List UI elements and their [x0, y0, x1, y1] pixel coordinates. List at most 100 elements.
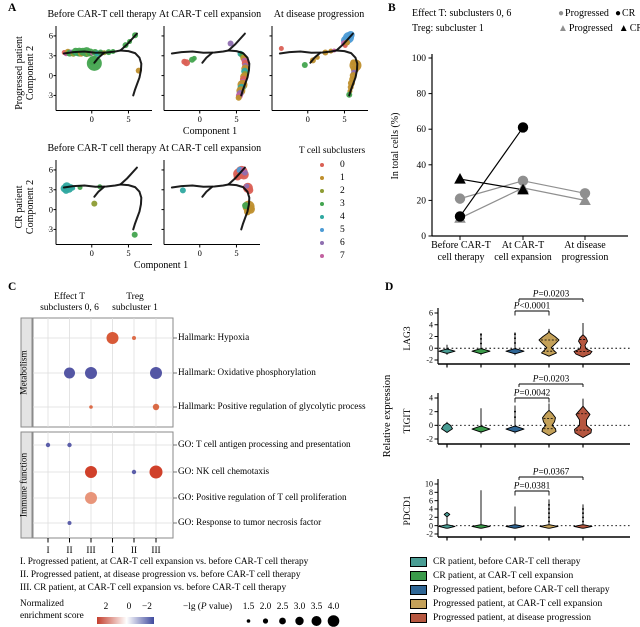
progressed-circle-marker-icon: ● — [558, 8, 565, 19]
legend-item-cluster-4: 4 — [320, 212, 345, 222]
legend-item-cluster-0: 0 — [320, 160, 345, 170]
svg-text:III: III — [151, 546, 160, 556]
prog-progression-swatch-icon — [410, 613, 427, 623]
gene-label: TIGIT — [403, 408, 413, 433]
svg-text:-2: -2 — [426, 530, 433, 539]
svg-text:2: 2 — [429, 513, 433, 522]
panel-c-label: C — [8, 281, 17, 293]
treg-subcluster-label: Treg: subcluster 1 — [412, 23, 484, 34]
cluster-3-dot-icon — [320, 202, 324, 206]
panel-a-xlabel-row2: Component 1 — [133, 260, 189, 271]
svg-text:100: 100 — [412, 54, 427, 64]
footnote-3: III. CR patient, at CAR-T cell expansion… — [20, 583, 287, 593]
panel-a-ylabel-row1: Progressed patient Component 2 — [14, 21, 38, 125]
nes-legend-label: Normalized enrichment score — [20, 599, 84, 621]
p-value-label: P=0.0203 — [532, 375, 570, 385]
trajectory-points — [278, 30, 362, 98]
svg-text:0: 0 — [421, 232, 426, 242]
cluster-4-dot-icon — [320, 215, 324, 219]
svg-text:Immune function: Immune function — [19, 453, 30, 518]
svg-text:0: 0 — [49, 204, 53, 214]
svg-text:0: 0 — [429, 521, 433, 530]
panel-a-title-3: At disease progression — [273, 9, 365, 20]
svg-text:8: 8 — [429, 488, 433, 497]
svg-text:III: III — [86, 546, 95, 556]
violins — [438, 490, 593, 529]
svg-text:-3: -3 — [48, 224, 53, 234]
cluster-2-dot-icon — [320, 189, 324, 193]
cluster-1-dot-icon — [320, 176, 324, 180]
prog-expansion-swatch-icon — [410, 599, 427, 609]
series-lines — [459, 127, 586, 219]
svg-text:4: 4 — [429, 394, 433, 403]
progressed-triangle-marker-icon: ▲ — [558, 23, 568, 34]
trajectory-tree — [170, 166, 251, 231]
svg-text:3: 3 — [49, 51, 53, 61]
panel-a-title-1: Before CAR-T cell therapy — [47, 9, 157, 20]
violin-legend-prog-progression: Progressed patient, at disease progressi… — [410, 613, 591, 623]
panel-a-label: A — [8, 2, 17, 14]
svg-text:II: II — [66, 546, 72, 556]
panel-b-cat-1: Before CAR-T cell therapy — [431, 240, 491, 263]
p-value-label: P=0.0042 — [513, 389, 551, 399]
trajectory-tree — [62, 32, 143, 97]
trajectory-tree — [62, 166, 143, 231]
pvalue-size-ticks: 1.5 2.0 2.5 3.0 3.5 4.0 — [242, 602, 340, 612]
svg-text:5: 5 — [342, 114, 346, 124]
cr-expansion-swatch-icon — [410, 571, 427, 581]
svg-text:5: 5 — [126, 248, 130, 258]
subcluster-legend-title: T cell subclusters — [298, 146, 366, 156]
row1-patient-label: Progressed patient — [14, 36, 25, 110]
panel-b-label: B — [388, 2, 396, 14]
panel-a-ylabel-row2: CR patient Component 2 — [14, 155, 38, 259]
gene-label: PDCD1 — [403, 495, 413, 525]
trajectory-points — [179, 165, 255, 216]
pvalue-size-dots-svg — [246, 615, 340, 627]
prog-before-swatch-icon — [410, 585, 427, 595]
panel-a-title-4: Before CAR-T cell therapy — [47, 143, 157, 154]
svg-text:3: 3 — [49, 185, 53, 195]
svg-text:I: I — [111, 546, 114, 556]
row2-patient-label: CR patient — [14, 185, 25, 229]
legend-item-cluster-5: 5 — [320, 225, 345, 235]
cluster-7-dot-icon — [320, 254, 324, 258]
nes-tick-2: 2 — [103, 602, 109, 612]
p-value-label: P=0.0367 — [532, 468, 570, 478]
panel-a-xlabel-row1: Component 1 — [182, 126, 238, 137]
cluster-0-dot-icon — [320, 163, 324, 167]
cr-triangle-marker-icon: ▲ — [618, 23, 629, 34]
pathway-row-glycolytic: Hallmark: Positive regulation of glycoly… — [178, 401, 366, 411]
svg-text:-3: -3 — [48, 90, 53, 100]
cr-circle-marker-icon: ● — [614, 8, 621, 19]
svg-text:20: 20 — [417, 196, 427, 206]
svg-text:0: 0 — [198, 248, 202, 258]
panel-a-title-5: At CAR-T cell expansion — [158, 143, 262, 154]
violins — [441, 398, 592, 439]
pathway-row-t-proliferation: GO: Positive regulation of T cell prolif… — [178, 492, 347, 502]
svg-text:-2: -2 — [426, 435, 433, 444]
svg-text:0: 0 — [90, 114, 94, 124]
panel-b-header-row1: Effect T: subclusters 0, 6 ●Progressed ●CR — [412, 8, 636, 19]
pathway-row-tnf: GO: Response to tumor necrosis factor — [178, 517, 322, 527]
svg-text:0: 0 — [429, 344, 433, 353]
legend-item-cluster-1: 1 — [320, 173, 345, 183]
nes-tick-0: 0 — [126, 602, 132, 612]
svg-text:0: 0 — [49, 70, 53, 80]
panel-a-plot-progressed-before: 6 3 0 -3 0 5 — [48, 26, 152, 124]
panel-b-line-chart: 0 20 40 60 80 100 — [412, 54, 628, 242]
cr-before-swatch-icon — [410, 557, 427, 567]
p-value-label: P=0.0203 — [532, 290, 570, 300]
panel-a-title-2: At CAR-T cell expansion — [158, 9, 262, 20]
trajectory-tree — [278, 32, 359, 97]
svg-text:-2: -2 — [426, 356, 433, 365]
svg-text:2: 2 — [429, 407, 433, 416]
svg-text:0: 0 — [198, 114, 202, 124]
legend-item-cluster-6: 6 — [320, 238, 345, 248]
violin-legend-prog-expansion: Progressed patient, at CAR-T cell expans… — [410, 599, 602, 609]
legend-item-cluster-7: 7 — [320, 251, 345, 261]
cluster-5-dot-icon — [320, 228, 324, 232]
svg-text:40: 40 — [417, 161, 427, 171]
panel-d-violin-lag3: 6 4 2 0 -2 LAG3 P=0.0203 P<0.0001 — [403, 290, 630, 368]
